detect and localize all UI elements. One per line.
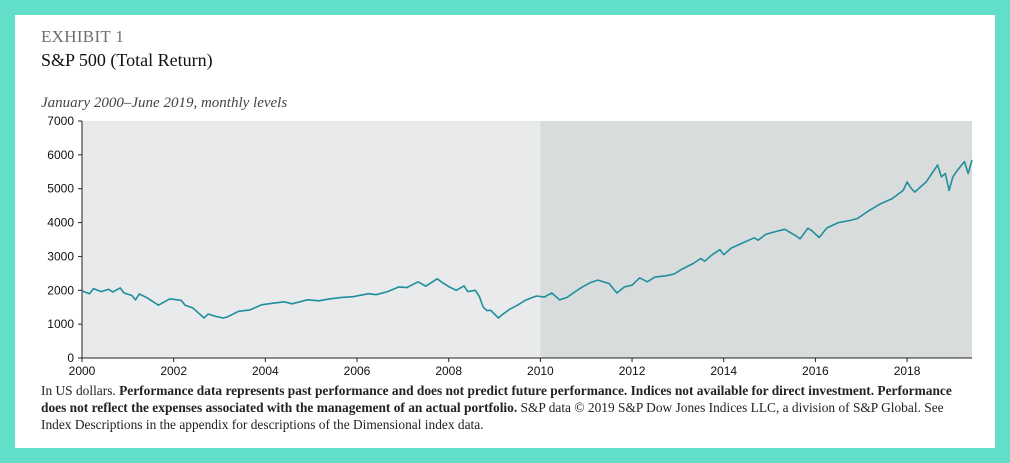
x-tick-label: 2014 (710, 364, 737, 378)
footnote-disclaimer: Performance data represents past perform… (41, 383, 952, 415)
y-axis: 0 1000 2000 3000 4000 5000 6000 7000 (47, 115, 83, 365)
x-tick-label: 2016 (802, 364, 829, 378)
x-tick-label: 2018 (894, 364, 921, 378)
x-axis: 2000 2002 2004 2006 2008 2010 2012 2014 2016 2018 (69, 357, 972, 378)
footnote: In US dollars. Performance data represen… (41, 382, 971, 433)
chart-title: S&P 500 (Total Return) (41, 50, 213, 70)
y-tick-label: 5000 (47, 182, 74, 196)
x-tick-label: 2004 (252, 364, 279, 378)
y-tick-label: 7000 (47, 115, 74, 128)
y-tick-label: 4000 (47, 216, 74, 230)
x-tick-label: 2000 (69, 364, 96, 378)
plot-area-pre-2010 (82, 121, 541, 358)
x-tick-label: 2002 (160, 364, 187, 378)
x-tick-label: 2008 (435, 364, 462, 378)
footnote-units: In US dollars. (41, 383, 120, 398)
exhibit-card: EXHIBIT 1 S&P 500 (Total Return) January… (15, 15, 995, 448)
footnote-source: S&P data © 2019 S&P Dow Jones Indices LL… (41, 400, 944, 432)
y-tick-label: 1000 (47, 317, 74, 331)
x-tick-label: 2012 (619, 364, 646, 378)
x-tick-label: 2006 (344, 364, 371, 378)
plot-background (82, 121, 972, 358)
y-tick-label: 0 (67, 351, 74, 365)
chart-subtitle: January 2000–June 2019, monthly levels (41, 95, 288, 111)
x-tick-label: 2010 (527, 364, 554, 378)
series-layer (81, 159, 973, 319)
y-tick-label: 6000 (47, 148, 74, 162)
series-line (81, 159, 973, 319)
y-tick-label: 2000 (47, 283, 74, 297)
exhibit-label: EXHIBIT 1 (41, 27, 125, 46)
y-tick-label: 3000 (47, 249, 74, 263)
